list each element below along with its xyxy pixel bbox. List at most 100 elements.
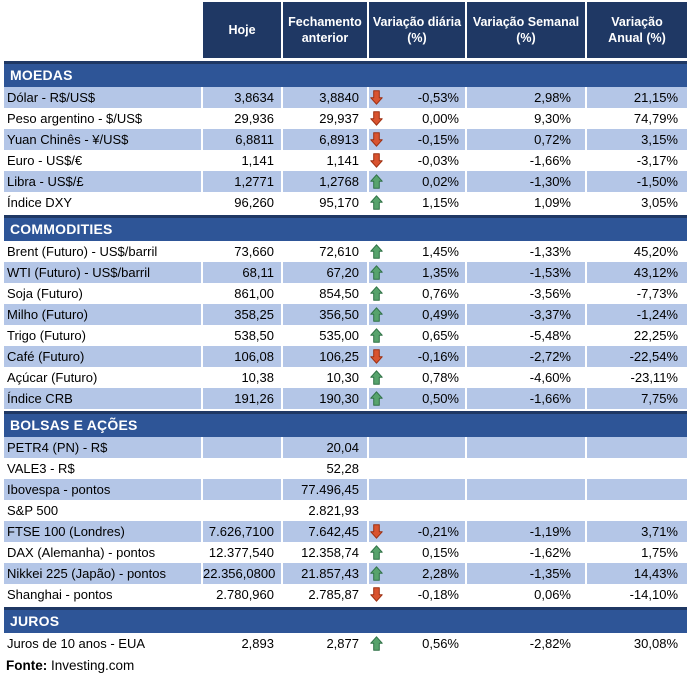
row-label: WTI (Futuro) - US$/barril — [4, 262, 201, 283]
table-row-euro-us: Euro - US$/€ 1,141 1,141 -0,03% -1,66% -3,17% — [4, 150, 687, 171]
down-arrow-icon — [370, 524, 384, 540]
hoje-value: 6,8811 — [203, 129, 281, 150]
hoje-value — [203, 437, 281, 458]
variacao-semanal-value — [467, 500, 585, 521]
variacao-diaria-cell: 0,65% — [369, 325, 465, 346]
variacao-diaria-value: -0,21% — [417, 524, 459, 539]
table-row-soja-futuro: Soja (Futuro) 861,00 854,50 0,76% -3,56% -7,7… — [4, 283, 687, 304]
row-label: Soja (Futuro) — [4, 283, 201, 304]
table-header-row: Hoje Fechamento anterior Variação diária (%)… — [4, 2, 687, 58]
section-header-juros: JUROS — [4, 607, 687, 633]
variacao-semanal-value: -4,60% — [467, 367, 585, 388]
row-label: Dólar - R$/US$ — [4, 87, 201, 108]
variacao-diaria-value: 0,00% — [422, 111, 459, 126]
variacao-diaria-value: 0,50% — [422, 391, 459, 406]
arrow-placeholder — [370, 482, 384, 498]
column-header-fechamento-anterior: Fechamento anterior — [283, 2, 367, 58]
hoje-value: 10,38 — [203, 367, 281, 388]
variacao-diaria-value: -0,18% — [417, 587, 459, 602]
fechamento-value: 2.821,93 — [283, 500, 367, 521]
section-header-moedas: MOEDAS — [4, 61, 687, 87]
up-arrow-icon — [370, 370, 384, 386]
up-arrow-icon — [370, 328, 384, 344]
fechamento-value: 29,937 — [283, 108, 367, 129]
row-label: Juros de 10 anos - EUA — [4, 633, 201, 654]
source-note: Fonte: Investing.com — [4, 657, 687, 675]
variacao-diaria-cell: 0,76% — [369, 283, 465, 304]
fechamento-value: 95,170 — [283, 192, 367, 213]
variacao-semanal-value: -2,72% — [467, 346, 585, 367]
fechamento-value: 67,20 — [283, 262, 367, 283]
table-row-wti-futuro-us-barril: WTI (Futuro) - US$/barril 68,11 67,20 1,35%… — [4, 262, 687, 283]
row-label: Café (Futuro) — [4, 346, 201, 367]
variacao-diaria-cell: 1,35% — [369, 262, 465, 283]
row-label: Peso argentino - $/US$ — [4, 108, 201, 129]
source-label: Fonte: — [6, 658, 48, 673]
fechamento-value: 7.642,45 — [283, 521, 367, 542]
variacao-semanal-value — [467, 437, 585, 458]
hoje-value: 29,936 — [203, 108, 281, 129]
variacao-diaria-value: 0,15% — [422, 545, 459, 560]
table-corner — [4, 2, 201, 58]
variacao-diaria-value: 0,56% — [422, 636, 459, 651]
column-header-hoje: Hoje — [203, 2, 281, 58]
down-arrow-icon — [370, 153, 384, 169]
variacao-anual-value: 3,15% — [587, 129, 687, 150]
variacao-anual-value: 14,43% — [587, 563, 687, 584]
up-arrow-icon — [370, 265, 384, 281]
arrow-placeholder — [370, 461, 384, 477]
hoje-value: 358,25 — [203, 304, 281, 325]
up-arrow-icon — [370, 391, 384, 407]
table-row-vale3-r: VALE3 - R$ 52,28 — [4, 458, 687, 479]
table-row-yuan-chin-s-us: Yuan Chinês - ¥/US$ 6,8811 6,8913 -0,15% 0,7… — [4, 129, 687, 150]
hoje-value — [203, 479, 281, 500]
variacao-diaria-cell: 1,15% — [369, 192, 465, 213]
variacao-anual-value: -1,24% — [587, 304, 687, 325]
fechamento-value: 106,25 — [283, 346, 367, 367]
variacao-diaria-cell: 2,28% — [369, 563, 465, 584]
hoje-value: 7.626,7100 — [203, 521, 281, 542]
hoje-value — [203, 500, 281, 521]
row-label: VALE3 - R$ — [4, 458, 201, 479]
variacao-anual-value: 3,71% — [587, 521, 687, 542]
fechamento-value: 2.785,87 — [283, 584, 367, 605]
market-table: Hoje Fechamento anterior Variação diária (%)… — [4, 2, 687, 654]
variacao-diaria-value: -0,15% — [417, 132, 459, 147]
variacao-anual-value: 74,79% — [587, 108, 687, 129]
row-label: Milho (Futuro) — [4, 304, 201, 325]
table-row-caf-futuro: Café (Futuro) 106,08 106,25 -0,16% -2,72% -22… — [4, 346, 687, 367]
fechamento-value: 21.857,43 — [283, 563, 367, 584]
hoje-value: 106,08 — [203, 346, 281, 367]
down-arrow-icon — [370, 132, 384, 148]
variacao-diaria-cell: -0,03% — [369, 150, 465, 171]
variacao-diaria-cell: 0,78% — [369, 367, 465, 388]
row-label: Libra - US$/£ — [4, 171, 201, 192]
variacao-anual-value: -22,54% — [587, 346, 687, 367]
variacao-diaria-value: -0,53% — [417, 90, 459, 105]
table-row-d-lar-r-us: Dólar - R$/US$ 3,8634 3,8840 -0,53% 2,98% 21,… — [4, 87, 687, 108]
table-row-shanghai-pontos: Shanghai - pontos 2.780,960 2.785,87 -0,18%… — [4, 584, 687, 605]
variacao-diaria-value: 2,28% — [422, 566, 459, 581]
fechamento-value: 6,8913 — [283, 129, 367, 150]
variacao-semanal-value: -3,37% — [467, 304, 585, 325]
variacao-diaria-cell: 0,00% — [369, 108, 465, 129]
table-row-libra-us: Libra - US$/£ 1,2771 1,2768 0,02% -1,30% -1,5… — [4, 171, 687, 192]
table-row-trigo-futuro: Trigo (Futuro) 538,50 535,00 0,65% -5,48% 22,… — [4, 325, 687, 346]
variacao-diaria-value: -0,16% — [417, 349, 459, 364]
variacao-anual-value: 3,05% — [587, 192, 687, 213]
variacao-semanal-value: -1,53% — [467, 262, 585, 283]
hoje-value: 1,141 — [203, 150, 281, 171]
variacao-anual-value: 7,75% — [587, 388, 687, 409]
variacao-anual-value: 21,15% — [587, 87, 687, 108]
column-header-varia-o-di-ria: Variação diária (%) — [369, 2, 465, 58]
variacao-diaria-value: 1,15% — [422, 195, 459, 210]
variacao-semanal-value — [467, 458, 585, 479]
variacao-semanal-value: 0,72% — [467, 129, 585, 150]
table-row-dax-alemanha-pontos: DAX (Alemanha) - pontos 12.377,540 12.358,… — [4, 542, 687, 563]
up-arrow-icon — [370, 545, 384, 561]
variacao-anual-value — [587, 458, 687, 479]
hoje-value: 538,50 — [203, 325, 281, 346]
hoje-value — [203, 458, 281, 479]
up-arrow-icon — [370, 286, 384, 302]
up-arrow-icon — [370, 195, 384, 211]
